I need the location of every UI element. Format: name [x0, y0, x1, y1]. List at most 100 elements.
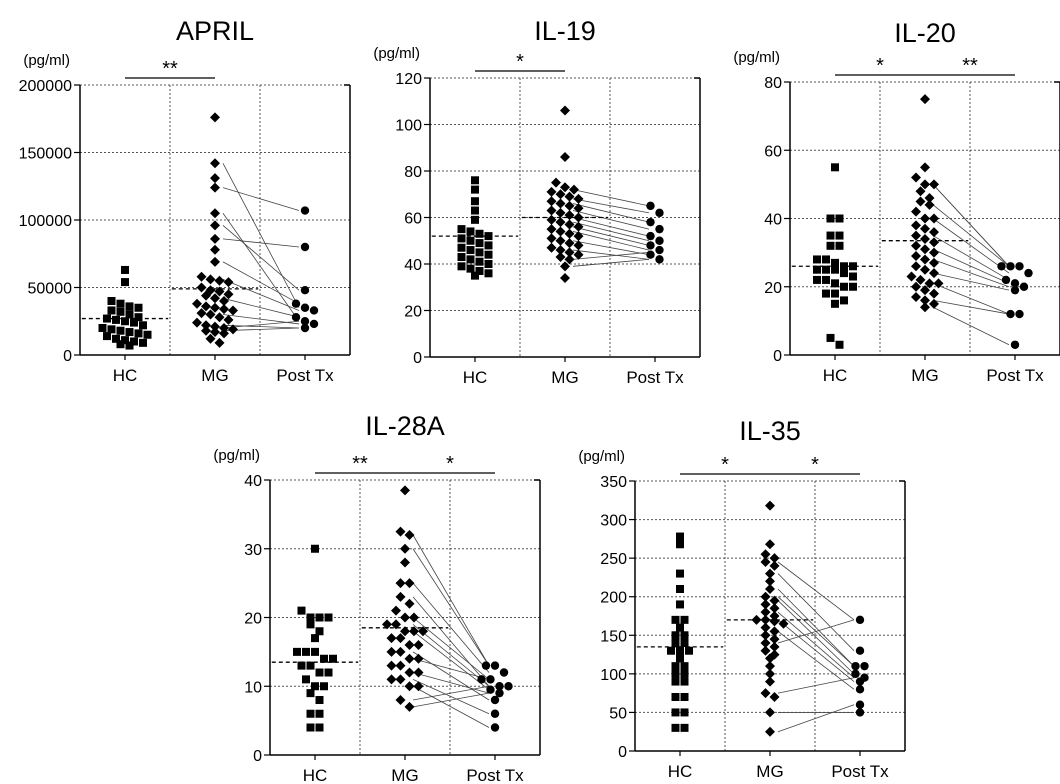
data-point-hc: [466, 236, 475, 245]
pair-line: [932, 184, 1010, 267]
data-point-hc: [98, 324, 107, 332]
data-point-mg: [214, 275, 225, 286]
pair-line: [412, 548, 490, 666]
data-point-hc: [121, 336, 129, 345]
data-point-mg: [555, 198, 566, 209]
data-point-mg: [546, 224, 557, 235]
data-point-mg: [228, 324, 238, 335]
data-point-posttx: [495, 682, 504, 691]
y-tick-label: 0: [773, 348, 782, 365]
data-point-mg: [924, 199, 935, 210]
data-point-mg: [404, 667, 415, 678]
pair-line: [412, 630, 490, 691]
data-point-hc: [826, 333, 835, 342]
data-point-hc: [822, 289, 830, 298]
data-point-mg: [418, 626, 428, 637]
data-point-mg: [210, 327, 220, 338]
data-point-mg: [915, 274, 926, 285]
y-tick-label: 0: [618, 744, 627, 761]
data-point-hc: [671, 693, 680, 701]
data-point-posttx: [855, 685, 865, 694]
x-tick-label: Post Tx: [466, 766, 524, 784]
x-tick-label: HC: [668, 762, 693, 781]
data-point-mg: [214, 337, 225, 348]
data-point-hc: [125, 310, 134, 319]
data-point-mg: [564, 238, 575, 249]
data-point-mg: [573, 231, 584, 242]
data-point-mg: [386, 674, 397, 685]
data-point-hc: [484, 250, 493, 259]
data-point-mg: [413, 640, 424, 650]
pair-line: [222, 324, 300, 329]
data-point-hc: [831, 299, 839, 308]
data-point-hc: [457, 234, 466, 243]
data-point-posttx: [291, 299, 301, 308]
y-tick-label: 0: [63, 348, 72, 365]
data-point-mg: [564, 191, 575, 202]
data-point-mg: [210, 173, 220, 184]
data-point-hc: [130, 337, 138, 346]
data-point-hc: [297, 661, 306, 670]
data-point-hc: [813, 265, 821, 274]
data-point-mg: [920, 233, 930, 244]
data-point-hc: [306, 661, 315, 670]
data-point-hc: [680, 631, 689, 640]
y-unit-label: (pg/ml): [373, 45, 420, 62]
pair-line: [777, 677, 855, 694]
y-tick-label: 300: [600, 513, 627, 530]
data-point-mg: [769, 634, 780, 645]
data-point-posttx: [997, 262, 1006, 271]
data-point-mg: [210, 293, 220, 304]
data-point-hc: [311, 647, 319, 656]
significance-label: **: [352, 453, 368, 475]
data-point-posttx: [309, 306, 319, 315]
y-unit-label: (pg/ml): [733, 49, 780, 66]
pair-line: [777, 588, 855, 667]
data-point-mg: [400, 485, 410, 496]
data-point-hc: [471, 271, 479, 280]
data-point-hc: [685, 646, 693, 655]
data-point-hc: [840, 282, 848, 291]
y-tick-label: 20: [764, 280, 782, 297]
data-point-mg: [404, 578, 415, 589]
data-point-mg: [205, 309, 216, 320]
data-point-hc: [822, 275, 830, 284]
data-point-mg: [760, 557, 771, 567]
data-point-hc: [311, 634, 319, 643]
data-point-posttx: [300, 303, 310, 312]
data-point-hc: [143, 330, 152, 339]
data-point-mg: [391, 619, 401, 630]
pair-line: [777, 619, 855, 682]
pair-line: [222, 187, 300, 211]
data-point-posttx: [855, 677, 865, 686]
data-point-hc: [831, 289, 839, 298]
data-point-hc: [315, 613, 324, 622]
x-tick-label: MG: [551, 368, 578, 387]
data-point-mg: [911, 172, 921, 183]
data-point-posttx: [646, 217, 655, 227]
data-point-mg: [920, 254, 930, 265]
data-point-hc: [680, 639, 689, 647]
data-point-hc: [840, 296, 848, 305]
data-point-mg: [906, 271, 917, 282]
pair-line: [932, 282, 1010, 315]
data-point-mg: [223, 314, 234, 325]
data-point-mg: [564, 228, 575, 239]
pair-line: [412, 692, 490, 708]
data-point-mg: [769, 560, 780, 571]
data-point-hc: [112, 334, 120, 343]
pair-line: [572, 249, 650, 260]
chart-title: IL-35: [739, 416, 801, 446]
data-point-mg: [920, 302, 930, 313]
y-unit-label: (pg/ml): [213, 447, 260, 464]
data-point-mg: [219, 323, 229, 333]
data-point-posttx: [300, 242, 310, 252]
data-point-hc: [826, 231, 835, 240]
data-point-hc: [324, 613, 333, 622]
data-point-mg: [201, 290, 211, 301]
data-point-hc: [822, 255, 830, 264]
data-point-hc: [676, 569, 684, 578]
data-point-mg: [210, 302, 220, 313]
data-point-mg: [404, 653, 415, 664]
data-point-posttx: [1010, 340, 1020, 349]
